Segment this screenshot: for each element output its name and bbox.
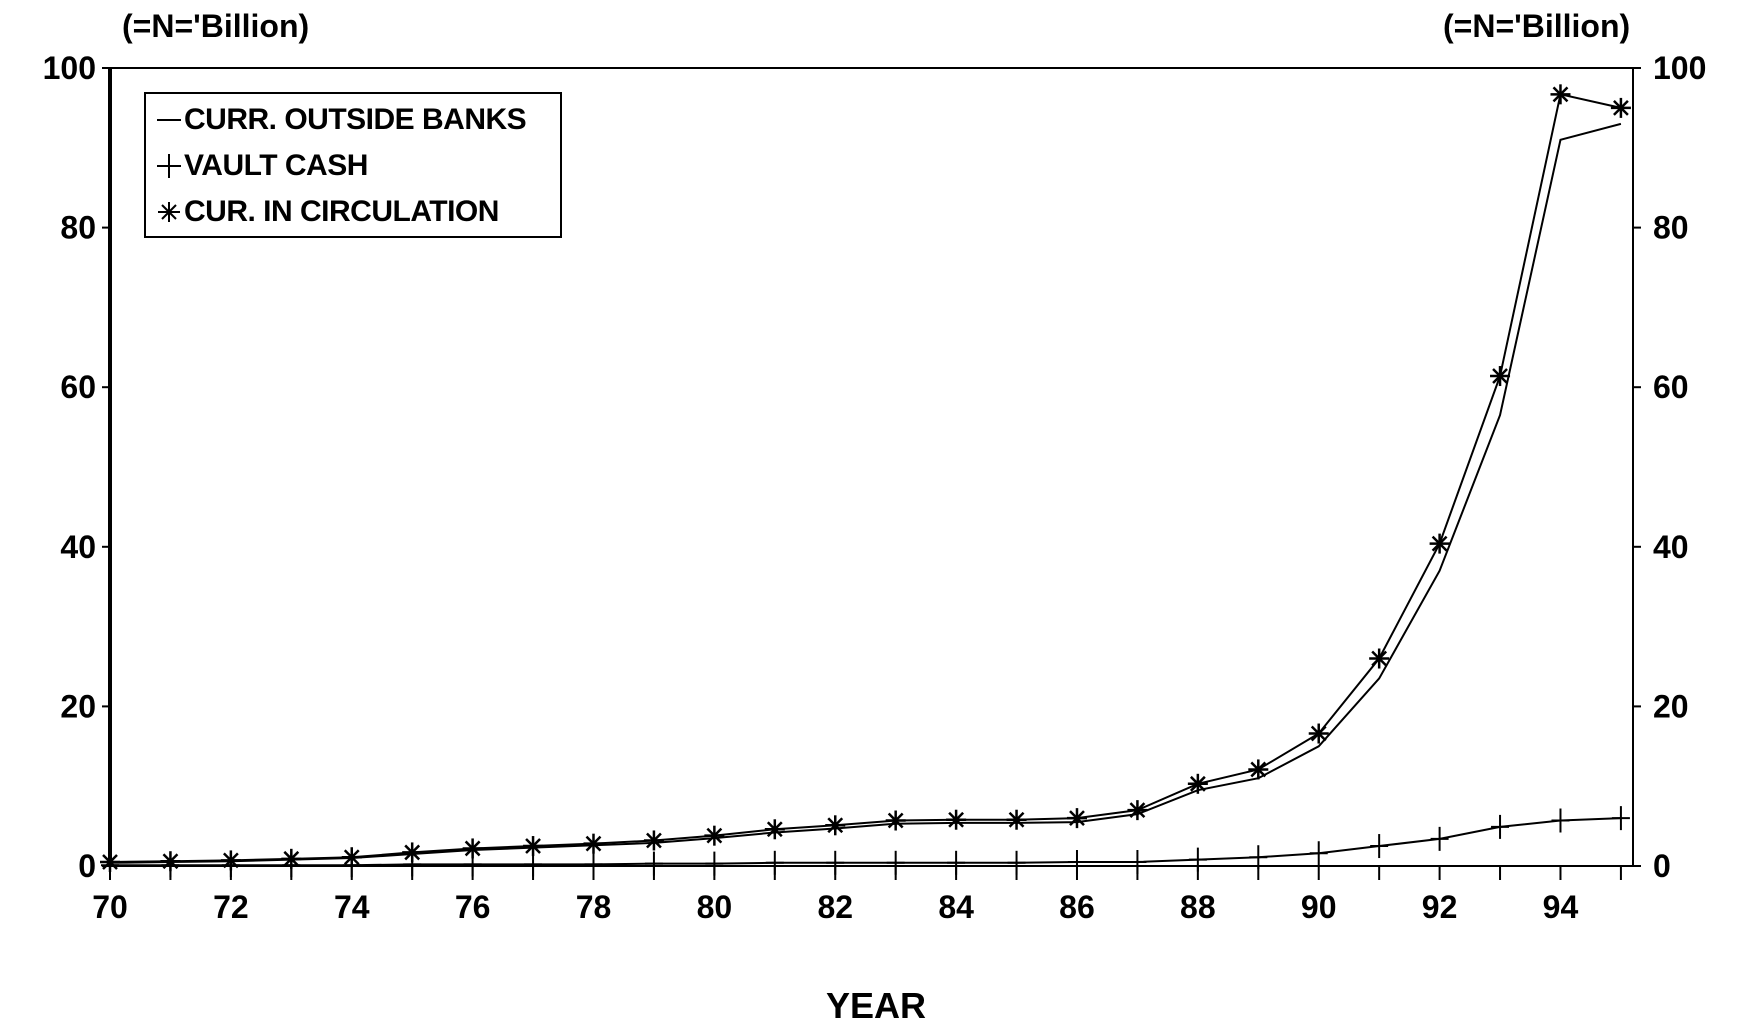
data-point-vault-cash [524,852,543,877]
right-unit-label: (=N='Billion) [1443,8,1631,44]
legend-label: CURR. OUTSIDE BANKS [184,103,527,136]
data-point-cur-in-circulation [402,842,423,863]
data-point-cur-in-circulation [1127,800,1148,821]
data-point-vault-cash [1249,845,1268,870]
series-line-cur-in-circulation [109,93,1622,864]
left-unit-label: (=N='Billion) [122,8,310,44]
legend-label: CUR. IN CIRCULATION [184,195,499,228]
data-point-cur-in-circulation [1187,773,1208,794]
data-point-vault-cash [1551,808,1570,833]
data-point-vault-cash [826,850,845,875]
series-line-vault-cash [110,817,1621,867]
data-point-cur-in-circulation [1610,97,1631,118]
data-point-cur-in-circulation [341,847,362,868]
x-tick-label: 82 [817,889,853,925]
data-point-cur-in-circulation [160,851,181,872]
legend-plus-icon [157,154,181,178]
data-point-vault-cash [886,850,905,875]
data-point-vault-cash [644,851,663,876]
legend-item-cur-in-circulation: CUR. IN CIRCULATION [154,192,499,232]
data-point-cur-in-circulation [1550,84,1571,105]
x-axis-title: YEAR [825,985,927,1026]
data-point-vault-cash [1430,826,1449,851]
left-y-tick-label: 40 [60,529,96,565]
data-point-vault-cash [765,850,784,875]
right-y-tick-label: 60 [1653,369,1689,405]
x-tick-label: 90 [1301,889,1337,925]
data-point-cur-in-circulation [583,833,604,854]
data-point-cur-in-circulation [1490,366,1511,387]
legend-line-icon [157,119,181,121]
x-tick-label: 80 [697,889,733,925]
data-point-cur-in-circulation [281,848,302,869]
data-point-cur-in-circulation [220,850,241,871]
data-point-vault-cash [1370,834,1389,859]
data-point-cur-in-circulation [523,836,544,857]
legend-item-vault-cash: VAULT CASH [154,146,368,186]
data-point-cur-in-circulation [704,825,725,846]
data-point-cur-in-circulation [1248,759,1269,780]
legend-item-curr-outside-banks: CURR. OUTSIDE BANKS [154,100,527,140]
legend-label: VAULT CASH [184,149,368,182]
data-point-cur-in-circulation [946,809,967,830]
left-y-tick-label: 20 [60,688,96,724]
data-point-vault-cash [1188,847,1207,872]
x-tick-label: 84 [938,889,974,925]
x-tick-label: 94 [1543,889,1579,925]
data-point-vault-cash [1128,850,1147,875]
right-y-tick-label: 40 [1653,529,1689,565]
right-y-tick-label: 20 [1653,688,1689,724]
legend-star-icon [158,202,180,222]
data-point-cur-in-circulation [643,830,664,851]
data-point-vault-cash [1491,814,1510,839]
left-y-tick-label: 60 [60,369,96,405]
left-y-tick-label: 0 [78,848,96,884]
x-tick-label: 78 [576,889,612,925]
x-tick-label: 72 [213,889,249,925]
x-tick-label: 88 [1180,889,1216,925]
data-point-cur-in-circulation [1006,809,1027,830]
data-point-vault-cash [1007,850,1026,875]
data-point-cur-in-circulation [1308,723,1329,744]
data-point-cur-in-circulation [100,852,120,873]
data-point-cur-in-circulation [462,838,483,859]
data-point-vault-cash [705,851,724,876]
data-point-cur-in-circulation [1066,808,1087,829]
data-point-cur-in-circulation [764,819,785,840]
left-y-tick-label: 100 [43,50,96,86]
x-tick-label: 70 [92,889,128,925]
right-y-tick-label: 100 [1653,50,1706,86]
left-y-tick-label: 80 [60,210,96,246]
x-tick-label: 76 [455,889,491,925]
data-point-cur-in-circulation [825,815,846,836]
right-y-tick-label: 0 [1653,848,1671,884]
chart-legend: CURR. OUTSIDE BANKS VAULT CASH CUR. IN C… [144,92,562,238]
data-point-cur-in-circulation [885,810,906,831]
data-point-vault-cash [584,852,603,877]
data-point-vault-cash [1067,850,1086,875]
data-point-cur-in-circulation [1429,533,1450,554]
data-point-vault-cash [1611,806,1630,831]
x-tick-label: 92 [1422,889,1458,925]
x-tick-label: 74 [334,889,370,925]
data-point-vault-cash [947,850,966,875]
data-point-vault-cash [1309,841,1328,866]
right-y-tick-label: 80 [1653,210,1689,246]
x-tick-label: 86 [1059,889,1095,925]
data-point-cur-in-circulation [1369,648,1390,669]
